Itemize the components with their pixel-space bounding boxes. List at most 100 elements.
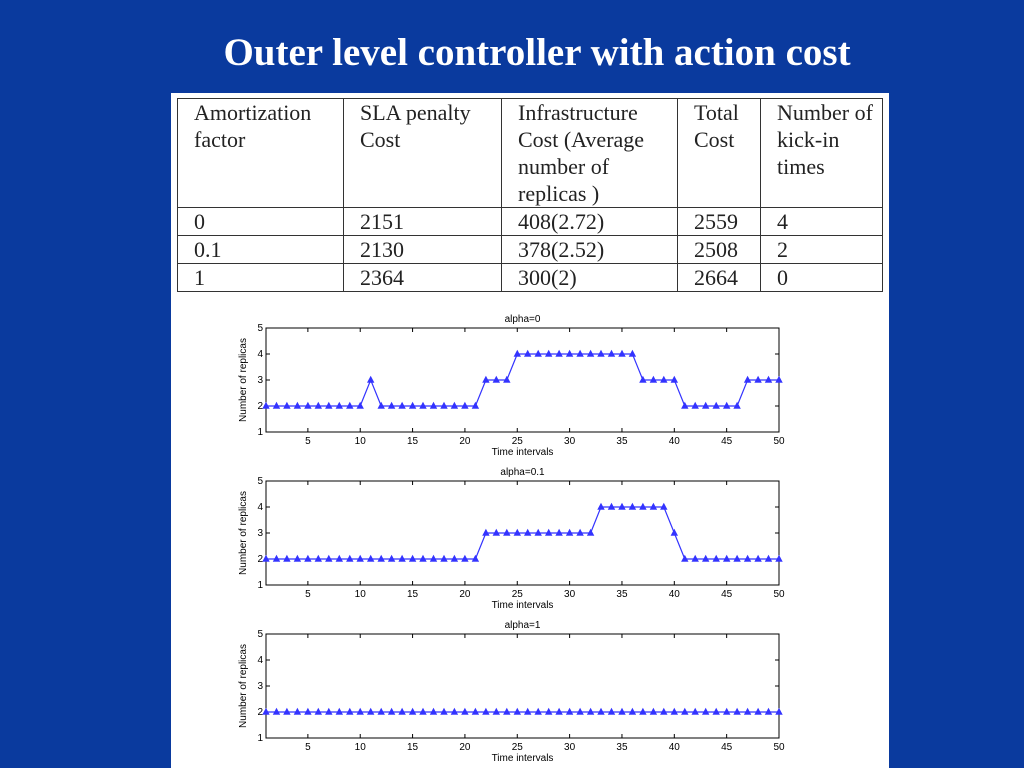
y-axis-label: Number of replicas [238,644,249,728]
data-point [712,401,720,409]
data-point [628,502,637,510]
data-point [733,707,741,715]
data-point [618,349,626,357]
y-tick-label: 4 [257,502,263,513]
data-point [450,554,459,562]
data-point [618,502,626,510]
data-point [691,554,699,562]
data-point [691,707,699,715]
data-point [408,554,417,562]
table-cell: 0 [760,263,883,292]
header-kick-in-times: Number of kick-in times [760,98,883,208]
data-point [523,349,532,357]
data-point [503,375,511,383]
data-point [597,502,605,510]
x-tick-label: 25 [512,742,524,753]
data-point [555,707,563,715]
data-point [649,707,658,715]
x-tick-label: 25 [512,589,524,600]
data-point [775,375,783,383]
data-point [461,554,469,562]
data-point [398,554,406,562]
chart-title: alpha=0 [505,314,541,325]
data-point [503,528,511,536]
data-point [450,707,459,715]
data-point [283,707,291,715]
x-tick-label: 50 [773,589,785,600]
data-point [440,401,448,409]
x-tick-label: 40 [669,589,681,600]
data-point [492,707,501,715]
data-point [471,401,480,409]
data-point [681,554,689,562]
data-point [325,707,333,715]
data-point [513,528,522,536]
data-point [639,375,647,383]
data-point [754,375,762,383]
y-axis-label: Number of replicas [238,338,249,422]
data-point [565,707,574,715]
y-tick-label: 5 [257,629,263,640]
data-point [272,401,281,409]
data-point [377,707,385,715]
chart-title: alpha=1 [505,620,541,631]
data-point [513,707,522,715]
data-point [293,554,302,562]
data-point [628,707,637,715]
data-point [492,375,501,383]
table-cell: 4 [760,207,883,236]
data-point [408,401,417,409]
header-total-cost: Total Cost [677,98,761,208]
data-point [712,554,720,562]
data-point [482,375,490,383]
data-point [534,707,542,715]
x-tick-label: 30 [564,742,576,753]
data-point [764,707,773,715]
table-cell: 0 [177,207,344,236]
table-cell: 2364 [343,263,502,292]
data-point [775,707,783,715]
x-tick-label: 5 [305,742,311,753]
data-point [419,554,427,562]
data-point [722,554,731,562]
x-tick-label: 45 [721,742,733,753]
data-point [722,401,731,409]
data-point [691,401,699,409]
data-point [461,707,469,715]
x-tick-label: 15 [407,436,419,447]
data-point [733,554,741,562]
data-point [576,707,584,715]
header-infrastructure-cost: Infrastructure Cost (Average number of r… [501,98,678,208]
x-tick-label: 45 [721,589,733,600]
data-point [492,528,501,536]
data-point [586,528,595,536]
chart-title: alpha=0.1 [500,467,545,478]
data-point [576,349,584,357]
x-tick-label: 10 [355,742,367,753]
data-point [304,554,312,562]
x-tick-label: 15 [407,742,419,753]
data-point [544,528,553,536]
data-point [314,554,322,562]
y-tick-label: 3 [257,375,263,386]
data-point [618,707,626,715]
data-point [429,401,438,409]
data-point [649,375,658,383]
table-row: 0 2151 408(2.72) 2559 4 [177,207,883,236]
x-tick-label: 25 [512,436,524,447]
data-point [325,401,333,409]
table-cell: 378(2.52) [501,235,678,264]
data-point [304,707,312,715]
data-point [649,502,658,510]
data-point [314,707,322,715]
table-cell: 2508 [677,235,761,264]
y-tick-label: 1 [257,580,263,591]
y-tick-label: 2 [257,707,263,718]
data-point [398,707,406,715]
data-point [367,375,375,383]
header-amortization-factor: Amortization factor [177,98,344,208]
table-cell: 2130 [343,235,502,264]
data-point [398,401,406,409]
header-sla-penalty-cost: SLA penalty Cost [343,98,502,208]
